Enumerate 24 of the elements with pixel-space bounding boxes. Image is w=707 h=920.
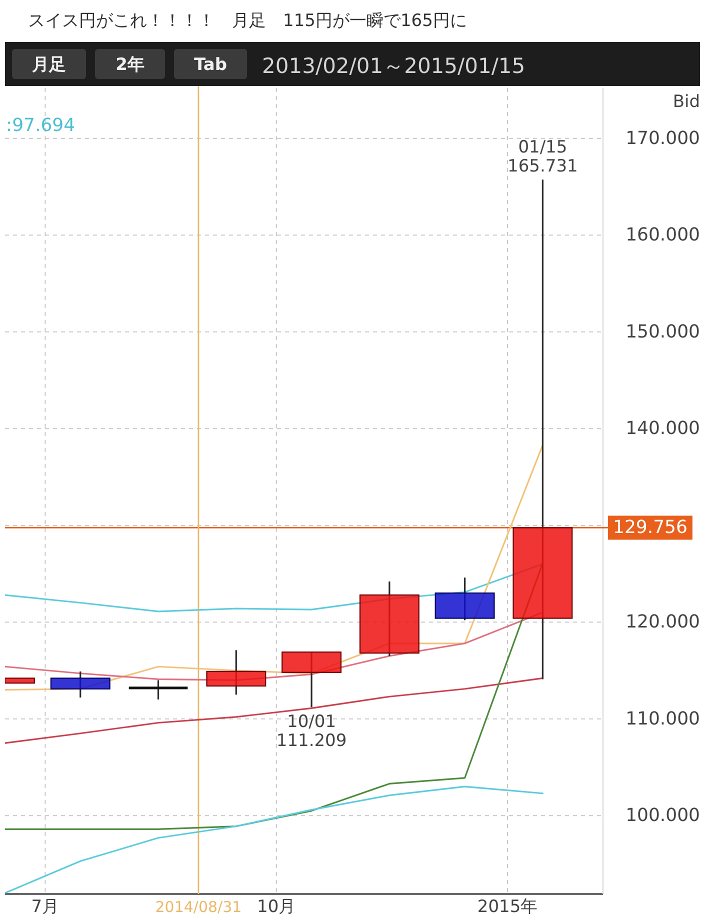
toolbar: 月足 2年 Tab 2013/02/01～2015/01/15 bbox=[5, 42, 700, 86]
chart-title: スイス円がこれ！！！！ 月足 115円が一瞬で165円に bbox=[28, 11, 467, 31]
y-axis-title: Bid bbox=[672, 92, 700, 112]
y-tick-label: 110.000 bbox=[626, 708, 700, 730]
chart-subtitle: 2013/02/01～2015/01/15 bbox=[262, 54, 526, 78]
y-tick-label: 170.000 bbox=[626, 128, 700, 149]
y-tick-label: 150.000 bbox=[626, 321, 700, 342]
x-tick-label: 10月 bbox=[257, 897, 296, 917]
x-tick-label: 7月 bbox=[31, 897, 60, 917]
y-tick-label: 160.000 bbox=[626, 224, 700, 246]
annotation: :97.694 bbox=[6, 115, 76, 136]
y-tick-label: 140.000 bbox=[626, 418, 700, 440]
y-tick-label: 120.000 bbox=[626, 612, 700, 633]
y-tick-label: 100.000 bbox=[626, 805, 700, 826]
ref-line-label: 2014/08/31 bbox=[155, 898, 242, 916]
ref-line-label: 129.756 bbox=[613, 517, 688, 538]
line-series bbox=[5, 786, 544, 894]
ref-label: 129.756 bbox=[608, 516, 692, 540]
x-tick-label: 2015年 bbox=[477, 897, 538, 917]
annotation: 01/15 165.731 bbox=[508, 138, 578, 177]
button: 月足 bbox=[12, 49, 86, 79]
annotation: 10/01 111.209 bbox=[276, 712, 347, 752]
button: Tab bbox=[174, 49, 248, 79]
button: 2年 bbox=[95, 49, 165, 79]
